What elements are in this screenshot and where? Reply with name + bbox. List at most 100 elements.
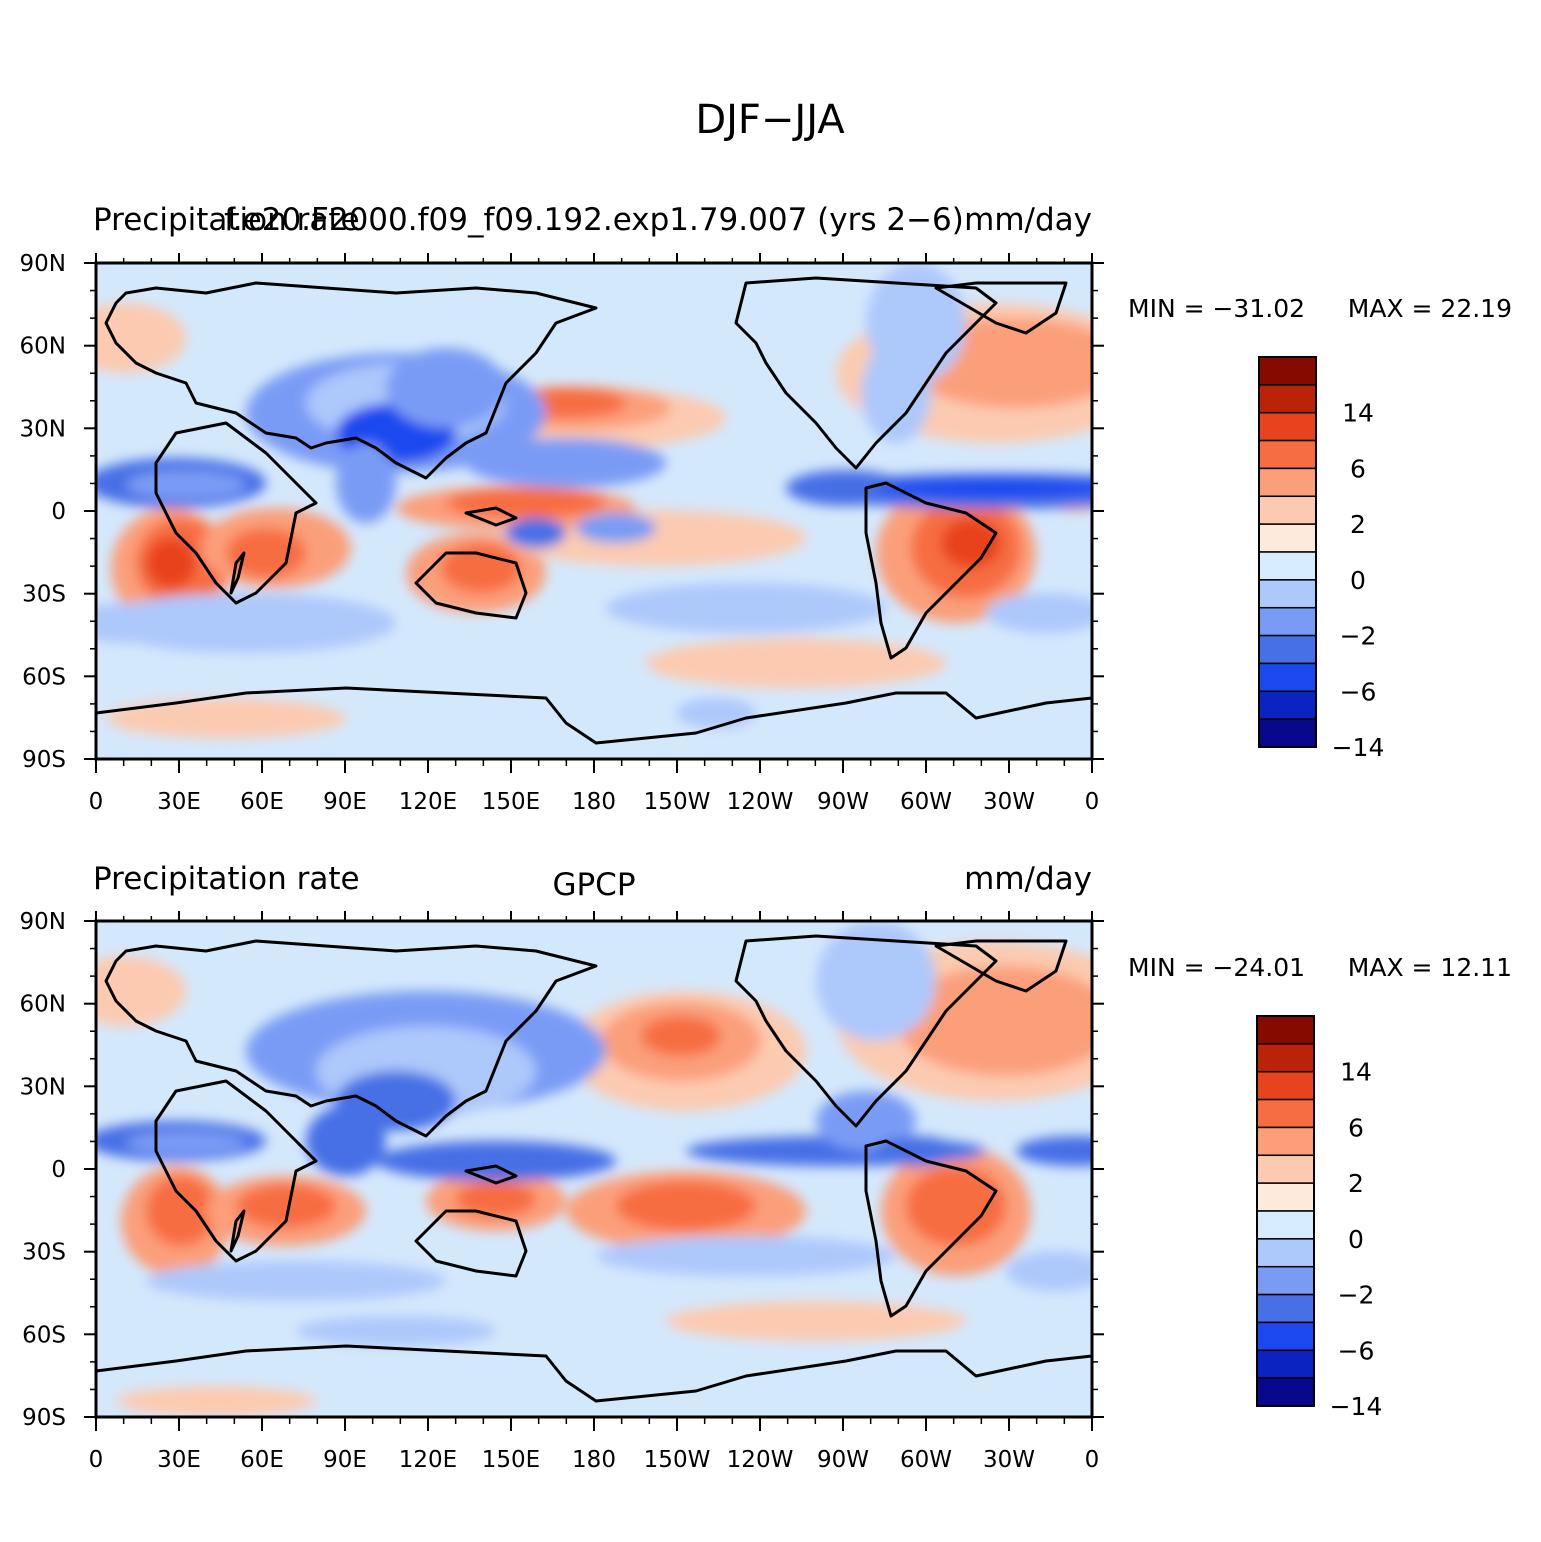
lat-tick-label: 60S: [22, 664, 66, 690]
panel-units: mm/day: [964, 202, 1092, 238]
colorbar-segment: [1258, 718, 1317, 748]
colorbar-segment: [1258, 467, 1317, 498]
min-value: MIN = −24.01: [1128, 953, 1305, 982]
precip-anomaly-region: [506, 518, 566, 548]
colorbar-segment: [1258, 356, 1317, 386]
precip-anomaly-region: [236, 1184, 336, 1228]
lon-tick-label: 30E: [157, 1447, 201, 1473]
precip-anomaly-region: [146, 1261, 446, 1301]
precip-anomaly-region: [146, 1176, 216, 1246]
colorbar-segment: [1256, 1377, 1315, 1407]
colorbar-label: 2: [1350, 510, 1366, 539]
lon-tick-label: 90W: [817, 1447, 869, 1473]
colorbar-label: −2: [1338, 1281, 1375, 1310]
coastline-outlines: [96, 276, 1092, 745]
coastline: [464, 506, 518, 527]
precip-anomaly-region: [296, 1316, 496, 1346]
colorbar-label: 6: [1348, 1113, 1364, 1142]
colorbar-segment: [1258, 662, 1317, 693]
precip-anomaly-region: [616, 1181, 756, 1231]
lon-tick-label: 90E: [323, 1447, 367, 1473]
precip-anomaly-region: [226, 528, 306, 578]
lon-tick-label: 60E: [240, 789, 284, 815]
lon-tick-label: 30E: [157, 789, 201, 815]
coastline: [934, 281, 1068, 335]
coastline: [414, 1209, 528, 1278]
coastline: [104, 939, 598, 1138]
lon-tick-label: 120E: [399, 1447, 457, 1473]
lat-tick-label: 90S: [22, 747, 66, 773]
colorbar-segment: [1258, 523, 1317, 553]
coastline: [864, 481, 998, 660]
lat-tick-label: 0: [51, 499, 66, 525]
lon-tick-label: 30W: [983, 1447, 1035, 1473]
colorbar-segment: [1258, 634, 1317, 665]
coastline: [864, 1139, 998, 1318]
panel-left-title: Precipitation rate: [93, 202, 360, 238]
colorbar-frame: [1258, 356, 1317, 748]
panel-units: mm/day: [964, 861, 1092, 897]
lat-tick-label: 90S: [22, 1405, 66, 1431]
colorbar-segment: [1256, 1070, 1315, 1101]
lon-tick-label: 150E: [482, 1447, 540, 1473]
colorbar-segment: [1258, 411, 1317, 442]
colorbar-segment: [1256, 1238, 1315, 1268]
coastline: [734, 934, 998, 1128]
panel-left-title: Precipitation rate: [93, 861, 360, 897]
precip-field: [96, 263, 1092, 759]
max-value: MAX = 22.19: [1348, 294, 1512, 323]
precip-anomaly-region: [1016, 1136, 1092, 1166]
panel-center-title: GPCP: [552, 867, 635, 903]
panel-gpcp: Precipitation rate GPCP mm/day 90N 60N 30N…: [20, 861, 1512, 1473]
colorbar-label: −6: [1340, 677, 1377, 706]
lat-tick-label: 30N: [20, 1074, 66, 1100]
lat-tick-label: 90N: [20, 909, 66, 935]
precip-anomaly-region: [876, 478, 1092, 498]
colorbar-label: 2: [1348, 1169, 1364, 1198]
precip-anomaly-region: [596, 1236, 896, 1276]
lat-tick-label: 30S: [22, 1240, 66, 1266]
precip-anomaly-region: [1006, 1251, 1092, 1291]
colorbar-label: 14: [1340, 1058, 1372, 1087]
colorbar-label: 0: [1350, 566, 1366, 595]
axis-ticks: 90N 60N 30N 0 30S 60S 90S 0 30E 60E 90E 120E 150E 180…: [20, 251, 1104, 815]
precip-anomaly-region: [641, 1016, 721, 1056]
precip-anomaly-region: [96, 956, 186, 1026]
colorbar-segment: [1258, 579, 1317, 609]
lon-tick-label: 0: [1085, 1447, 1100, 1473]
lon-tick-label: 150W: [644, 789, 711, 815]
coastline: [229, 1209, 246, 1253]
colorbar-segment: [1256, 1349, 1315, 1379]
precip-anomaly-region: [456, 1181, 536, 1217]
figure-title: DJF−JJA: [695, 97, 845, 143]
lon-tick-label: 60E: [240, 1447, 284, 1473]
colorbar-frame: [1256, 1015, 1315, 1407]
lat-tick-label: 90N: [20, 251, 66, 277]
precip-anomaly-region: [336, 443, 396, 523]
max-value: MAX = 12.11: [1348, 953, 1512, 982]
coastline: [104, 281, 598, 480]
lon-tick-label: 60W: [900, 789, 952, 815]
lat-tick-label: 60N: [20, 992, 66, 1018]
coastline: [154, 1079, 318, 1263]
precip-anomaly-region: [96, 603, 186, 643]
precip-anomaly-blobs: [96, 921, 1092, 1416]
precip-anomaly-region: [646, 638, 946, 688]
precip-anomaly-region: [96, 593, 396, 653]
colorbar-label: −6: [1338, 1336, 1375, 1365]
precip-anomaly-region: [816, 1091, 916, 1151]
colorbar-segment: [1258, 495, 1317, 525]
precip-anomaly-region: [466, 438, 666, 488]
lon-tick-label: 0: [89, 789, 104, 815]
lat-tick-label: 60N: [20, 334, 66, 360]
precip-anomaly-region: [876, 1136, 956, 1166]
lat-tick-label: 30N: [20, 416, 66, 442]
lon-tick-label: 150W: [644, 1447, 711, 1473]
colorbar-segment: [1256, 1293, 1315, 1324]
colorbar-label: −14: [1332, 733, 1385, 762]
colorbar-label: −2: [1340, 622, 1377, 651]
colorbar-segment: [1256, 1182, 1315, 1212]
precip-anomaly-region: [606, 583, 886, 633]
precip-anomaly-region: [941, 518, 1001, 568]
